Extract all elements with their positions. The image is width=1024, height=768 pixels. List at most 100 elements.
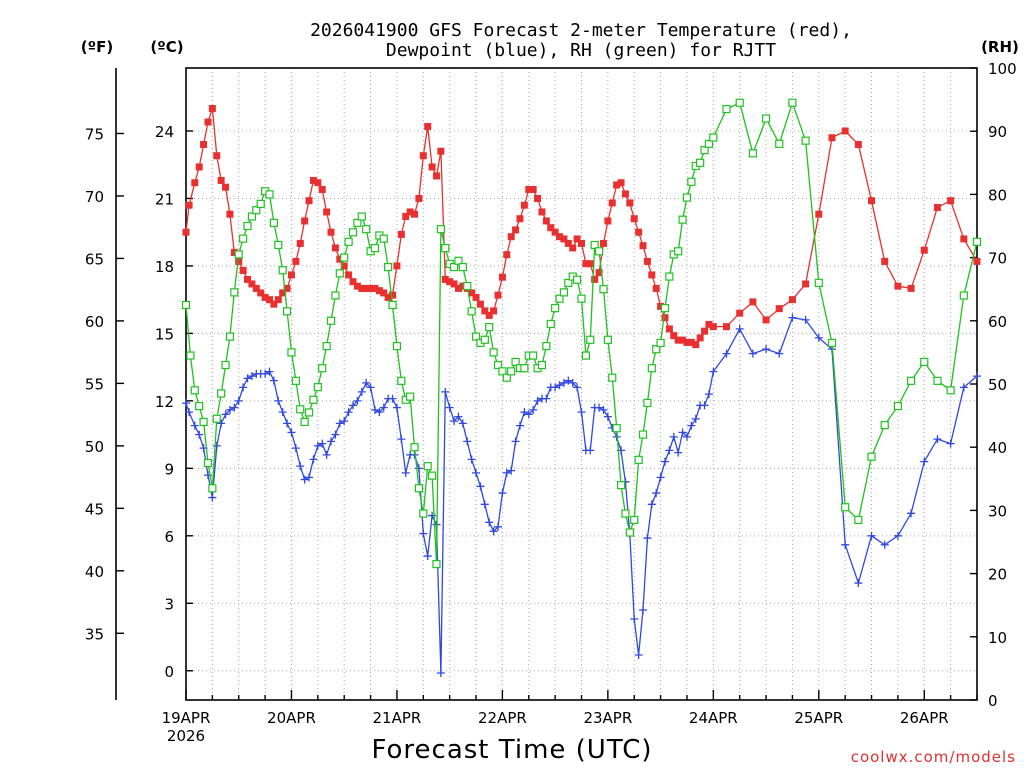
- relative-humidity-point: [529, 351, 538, 360]
- relative-humidity-point: [603, 335, 612, 344]
- dewpoint-point: [652, 489, 661, 498]
- rh-tick-label: 40: [988, 439, 1007, 457]
- dewpoint-point: [665, 446, 674, 455]
- relative-humidity-point: [419, 509, 428, 518]
- dewpoint-point: [660, 457, 669, 466]
- relative-humidity-point: [920, 357, 929, 366]
- temperature-point: [244, 275, 252, 283]
- temperature-point: [195, 163, 203, 171]
- dewpoint-point: [801, 315, 810, 324]
- dewpoint-point: [498, 489, 507, 498]
- temperature-point: [261, 293, 269, 301]
- relative-humidity-point: [537, 360, 547, 370]
- dewpoint-point: [586, 446, 595, 455]
- temperature-point: [617, 179, 625, 187]
- relative-humidity-point: [590, 240, 599, 250]
- relative-humidity-point: [348, 228, 358, 237]
- temperature-point: [542, 217, 550, 225]
- relative-humidity-point: [256, 199, 265, 208]
- relative-humidity-point: [304, 408, 314, 417]
- relative-humidity-point: [709, 133, 718, 142]
- temperature-point: [204, 118, 212, 126]
- dewpoint-point: [335, 419, 344, 428]
- dewpoint-point: [283, 419, 292, 428]
- temperature-point: [788, 296, 796, 304]
- relative-humidity-point: [344, 237, 353, 246]
- temperature-point: [389, 291, 397, 299]
- relative-humidity-point: [665, 272, 674, 281]
- x-tick-label: 25APR: [794, 709, 843, 727]
- dewpoint-point: [542, 394, 551, 403]
- temperature-point: [661, 314, 669, 322]
- dewpoint-point: [959, 383, 968, 392]
- temperature-point: [701, 327, 709, 335]
- relative-humidity-point: [195, 402, 204, 411]
- dewpoint-point: [841, 540, 850, 549]
- relative-humidity-point: [581, 351, 590, 360]
- dewpoint-point: [507, 466, 516, 475]
- celsius-tick-label: 21: [155, 190, 174, 208]
- relative-humidity-point: [199, 417, 208, 427]
- rh-tick-label: 90: [988, 123, 1007, 141]
- temperature-point: [397, 230, 405, 238]
- temperature-point: [516, 215, 524, 223]
- dewpoint-point: [467, 455, 476, 464]
- dewpoint-point: [327, 437, 336, 446]
- dewpoint-point: [458, 419, 467, 428]
- dewpoint-point: [524, 410, 533, 419]
- temperature-point: [815, 210, 823, 218]
- relative-humidity-point: [463, 281, 472, 291]
- temperature-point: [947, 197, 955, 205]
- dewpoint-point: [247, 372, 256, 381]
- relative-humidity-point: [230, 288, 239, 297]
- dewpoint-point: [269, 376, 278, 385]
- x-tick-label: 21APR: [373, 709, 422, 727]
- dewpoint-point: [691, 414, 700, 423]
- relative-humidity-point: [722, 104, 731, 114]
- relative-humidity-point: [274, 240, 283, 250]
- dewpoint-point: [221, 410, 230, 419]
- temperature-point: [411, 210, 419, 218]
- temperature-point: [696, 334, 704, 342]
- temperature-point: [512, 226, 520, 234]
- relative-humidity-point: [498, 367, 507, 376]
- temperature-point: [301, 217, 309, 225]
- relative-humidity-point: [827, 338, 837, 348]
- temperature-point: [626, 199, 634, 207]
- dewpoint-point: [265, 367, 274, 376]
- relative-humidity-point: [577, 294, 586, 303]
- relative-humidity-series: [181, 98, 982, 569]
- dewpoint-point: [261, 369, 270, 378]
- relative-humidity-point: [682, 193, 692, 202]
- temperature-point: [630, 215, 638, 223]
- dewpoint-point: [313, 441, 322, 450]
- relative-humidity-point: [630, 515, 639, 524]
- rh-tick-label: 70: [988, 250, 1007, 268]
- relative-humidity-point: [696, 158, 705, 167]
- dewpoint-point: [309, 455, 318, 464]
- dewpoint-point: [357, 387, 366, 396]
- dewpoint-point: [630, 615, 639, 624]
- relative-humidity-point: [397, 376, 406, 385]
- x-tick-sublabel: 2026: [167, 727, 205, 745]
- dewpoint-point: [287, 428, 296, 437]
- chart-title-line-1: 2026041900 GFS Forecast 2-meter Temperat…: [310, 20, 852, 41]
- dewpoint-point: [340, 417, 349, 426]
- dewpoint-point: [682, 432, 691, 441]
- rh-tick-label: 80: [988, 186, 1007, 204]
- relative-humidity-point: [212, 414, 221, 423]
- temperature-point: [185, 201, 193, 209]
- celsius-tick-label: 24: [155, 123, 174, 141]
- temperature-point: [582, 260, 590, 268]
- temperature-point: [472, 293, 480, 301]
- dewpoint-point: [643, 534, 652, 543]
- dewpoint-point: [182, 399, 190, 408]
- dewpoint-point: [463, 437, 472, 446]
- fahrenheit-tick-label: 70: [85, 188, 104, 206]
- relative-humidity-point: [678, 215, 687, 224]
- relative-humidity-point: [493, 360, 503, 370]
- temperature-point: [248, 280, 256, 288]
- relative-humidity-point: [564, 278, 573, 287]
- dewpoint-point: [529, 405, 538, 414]
